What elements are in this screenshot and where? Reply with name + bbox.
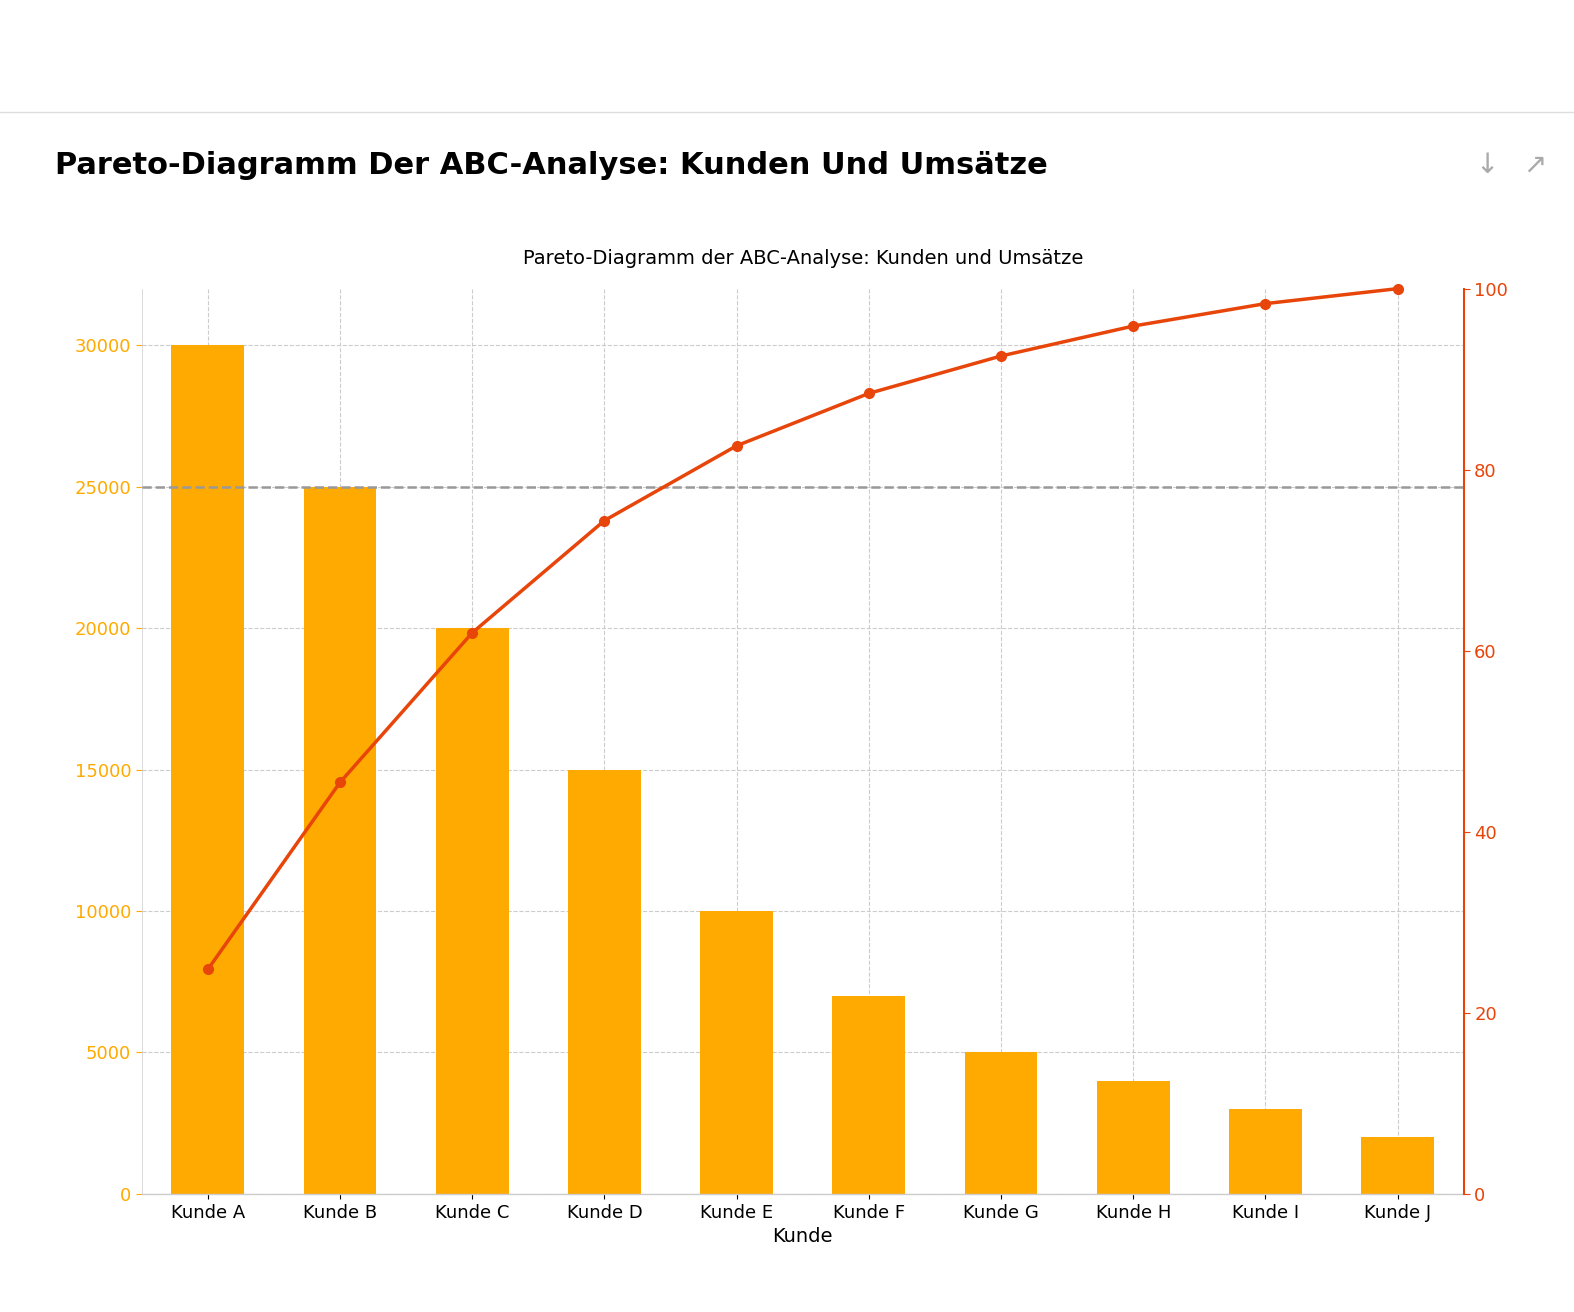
Bar bbox=[833, 996, 905, 1194]
Bar bbox=[1229, 1109, 1302, 1194]
Text: ↓: ↓ bbox=[1476, 151, 1498, 178]
Text: Pareto-Diagramm Der ABC-Analyse: Kunden Und Umsätze: Pareto-Diagramm Der ABC-Analyse: Kunden … bbox=[55, 151, 1048, 180]
Bar bbox=[1097, 1081, 1169, 1194]
Bar bbox=[700, 911, 773, 1194]
Bar bbox=[568, 770, 641, 1194]
Bar bbox=[436, 628, 508, 1194]
Bar bbox=[1362, 1138, 1434, 1194]
Text: ↗: ↗ bbox=[1524, 151, 1546, 178]
X-axis label: Kunde: Kunde bbox=[773, 1227, 833, 1246]
Bar bbox=[965, 1052, 1037, 1194]
Bar bbox=[304, 487, 376, 1194]
Title: Pareto-Diagramm der ABC-Analyse: Kunden und Umsätze: Pareto-Diagramm der ABC-Analyse: Kunden … bbox=[523, 249, 1083, 268]
Bar bbox=[172, 345, 244, 1194]
